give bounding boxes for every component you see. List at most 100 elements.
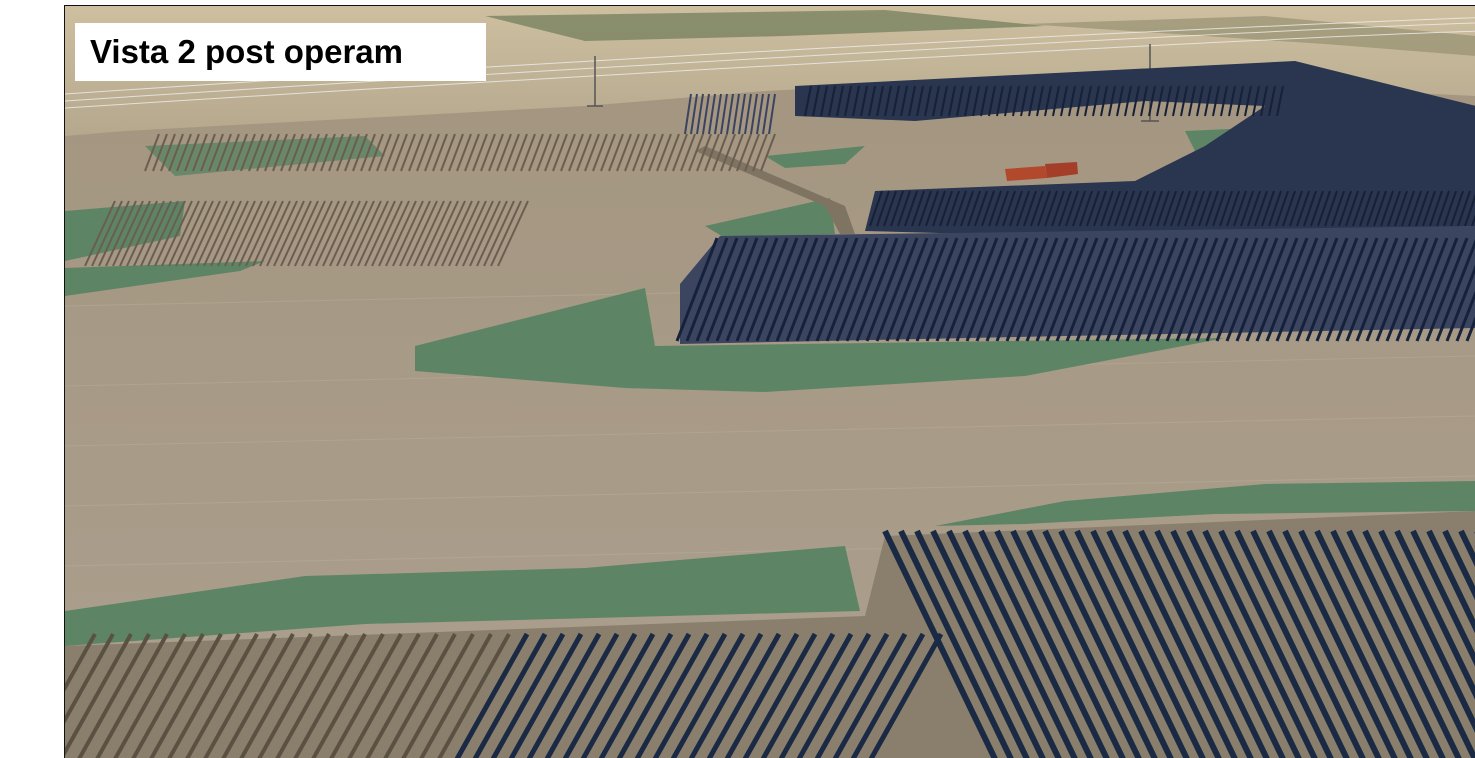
solar-row bbox=[1092, 85, 1100, 117]
solar-row bbox=[472, 133, 488, 172]
solar-row bbox=[1074, 529, 1190, 758]
solar-row bbox=[1156, 190, 1170, 227]
solar-row bbox=[980, 85, 988, 117]
solar-row bbox=[1202, 529, 1318, 758]
solar-row bbox=[608, 133, 624, 172]
solar-row bbox=[400, 133, 416, 172]
solar-row bbox=[1116, 85, 1124, 117]
solar-row bbox=[1132, 85, 1140, 117]
solar-row bbox=[189, 200, 221, 267]
solar-row bbox=[256, 133, 272, 172]
solar-row bbox=[1212, 85, 1220, 117]
solar-row bbox=[744, 133, 760, 172]
solar-row bbox=[296, 133, 312, 172]
solar-row bbox=[552, 133, 568, 172]
solar-row bbox=[760, 632, 836, 758]
solar-row bbox=[161, 200, 193, 267]
solar-row bbox=[796, 632, 872, 758]
solar-row bbox=[884, 85, 892, 117]
solar-row bbox=[232, 133, 248, 172]
solar-row bbox=[948, 85, 956, 117]
solar-row bbox=[65, 633, 133, 756]
solar-row bbox=[392, 200, 424, 267]
solar-row bbox=[1186, 529, 1302, 758]
solar-row bbox=[1037, 190, 1051, 227]
solar-row bbox=[974, 190, 988, 227]
solar-row bbox=[168, 200, 200, 267]
solar-row bbox=[688, 133, 704, 172]
solar-row bbox=[416, 133, 432, 172]
solar-row bbox=[1359, 190, 1373, 227]
solar-row bbox=[160, 133, 176, 172]
solar-row bbox=[695, 237, 739, 342]
solar-row bbox=[736, 133, 752, 172]
solar-row bbox=[1185, 237, 1229, 342]
solar-row bbox=[441, 200, 473, 267]
solar-row bbox=[1325, 237, 1369, 342]
solar-row bbox=[1345, 190, 1359, 227]
solar-row bbox=[850, 632, 926, 758]
solar-row bbox=[1124, 85, 1132, 117]
solar-row bbox=[918, 190, 932, 227]
solar-row bbox=[860, 85, 868, 117]
solar-row bbox=[154, 200, 186, 267]
solar-row bbox=[1408, 190, 1422, 227]
solar-row bbox=[600, 133, 616, 172]
solar-row bbox=[385, 200, 417, 267]
solar-row bbox=[1205, 237, 1249, 342]
solar-row bbox=[419, 633, 493, 758]
green-area-small bbox=[765, 146, 865, 168]
solar-row bbox=[1060, 85, 1068, 117]
solar-row bbox=[126, 200, 158, 267]
solar-row bbox=[504, 133, 520, 172]
solar-row bbox=[1445, 264, 1475, 342]
solar-row bbox=[726, 93, 734, 135]
solar-array-middle-right bbox=[675, 226, 1475, 344]
solar-row bbox=[140, 200, 172, 267]
solar-row bbox=[855, 237, 899, 342]
solar-row bbox=[1090, 529, 1206, 758]
solar-row bbox=[890, 190, 904, 227]
solar-row bbox=[1252, 85, 1260, 117]
solar-row bbox=[1236, 85, 1244, 117]
solar-row bbox=[434, 200, 466, 267]
solar-row bbox=[964, 85, 972, 117]
caption-box: Vista 2 post operam bbox=[75, 23, 486, 81]
solar-row bbox=[1240, 190, 1254, 227]
solar-row bbox=[845, 237, 889, 342]
solar-row bbox=[1330, 529, 1446, 758]
solar-row bbox=[1380, 190, 1394, 227]
solar-row bbox=[815, 237, 859, 342]
solar-row bbox=[1093, 190, 1107, 227]
aerial-render-scene bbox=[65, 6, 1475, 758]
solar-row bbox=[216, 133, 232, 172]
solar-row bbox=[664, 133, 680, 172]
solar-row bbox=[1233, 190, 1247, 227]
solar-row bbox=[1282, 190, 1296, 227]
solar-row bbox=[152, 133, 168, 172]
solar-row bbox=[119, 200, 151, 267]
solar-row bbox=[350, 200, 382, 267]
solar-row bbox=[1254, 190, 1268, 227]
solar-row bbox=[1044, 85, 1052, 117]
solar-row bbox=[762, 93, 770, 135]
solar-row bbox=[288, 133, 304, 172]
solar-row bbox=[294, 200, 326, 267]
solar-row bbox=[1355, 237, 1399, 342]
solar-row bbox=[1142, 190, 1156, 227]
solar-row bbox=[868, 85, 876, 117]
solar-row bbox=[978, 529, 1094, 758]
solar-row bbox=[1265, 237, 1309, 342]
solar-row bbox=[795, 237, 839, 342]
solar-row bbox=[939, 190, 953, 227]
solar-row bbox=[1138, 529, 1254, 758]
solar-row bbox=[84, 200, 116, 267]
solar-row bbox=[520, 133, 536, 172]
solar-row bbox=[672, 133, 688, 172]
solar-row bbox=[684, 93, 692, 135]
solar-row bbox=[1084, 85, 1092, 117]
solar-array-far-left bbox=[84, 93, 776, 267]
solar-row bbox=[224, 200, 256, 267]
solar-row bbox=[1338, 190, 1352, 227]
solar-row bbox=[882, 529, 998, 758]
